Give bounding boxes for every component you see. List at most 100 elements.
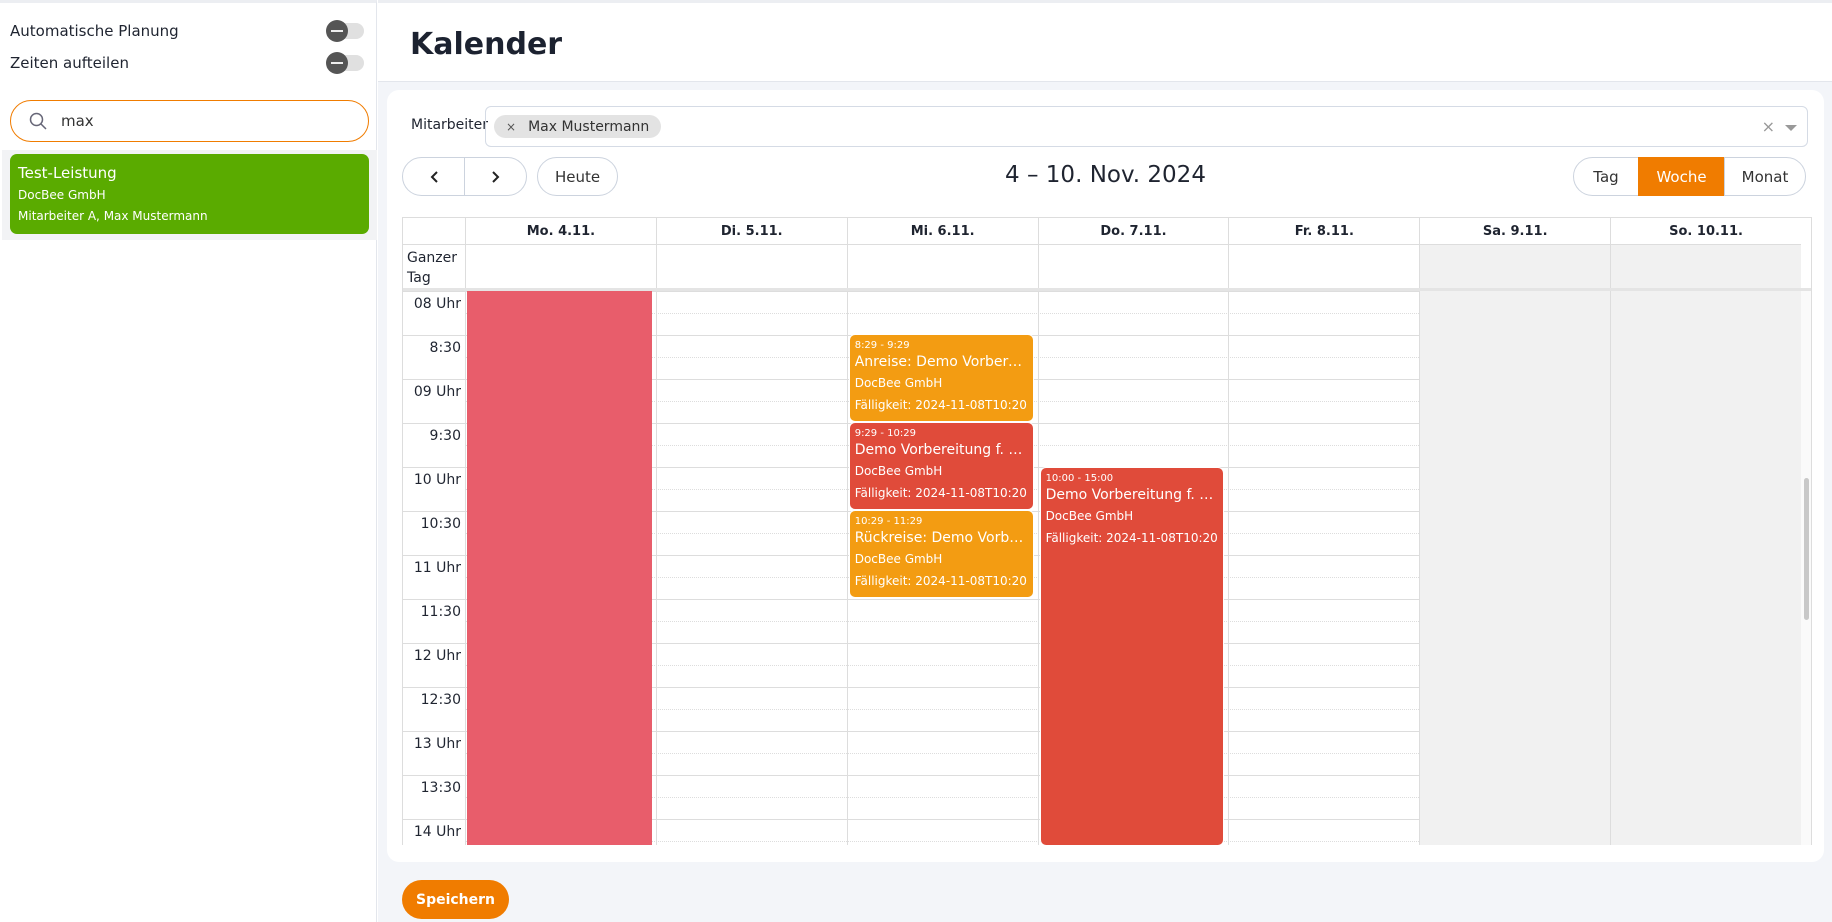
half-hour-line bbox=[465, 445, 1801, 446]
prev-button[interactable] bbox=[402, 157, 465, 196]
search-box bbox=[10, 100, 369, 142]
result-staff: Mitarbeiter A, Max Mustermann bbox=[18, 209, 208, 223]
staff-label: Mitarbeiter bbox=[411, 117, 489, 133]
time-slot: 09 Uhr bbox=[403, 379, 1801, 423]
day-header: So. 10.11. bbox=[1610, 218, 1801, 244]
time-label: 11:30 bbox=[420, 604, 461, 620]
automatic-planning-toggle[interactable] bbox=[326, 20, 364, 42]
event-time: 8:29 - 9:29 bbox=[854, 339, 910, 351]
day-column[interactable] bbox=[1228, 291, 1419, 845]
chevron-down-icon[interactable] bbox=[1785, 125, 1797, 131]
half-hour-line bbox=[465, 313, 1801, 314]
event-company: DocBee GmbH bbox=[854, 375, 943, 390]
time-label: 10:30 bbox=[420, 516, 461, 532]
day-column[interactable] bbox=[465, 291, 656, 845]
time-label: 09 Uhr bbox=[413, 384, 461, 400]
calendar-event[interactable] bbox=[467, 291, 652, 845]
next-button[interactable] bbox=[464, 157, 527, 196]
event-due: Fälligkeit: 2024-11-08T10:20 bbox=[854, 485, 1027, 500]
toggle-row-split-times: Zeiten aufteilen bbox=[10, 51, 364, 75]
day-header: Fr. 8.11. bbox=[1228, 218, 1419, 244]
split-times-toggle[interactable] bbox=[326, 52, 364, 74]
header: Kalender bbox=[378, 0, 1832, 82]
day-column[interactable] bbox=[655, 291, 847, 845]
time-label: 13:30 bbox=[420, 780, 461, 796]
toggle-label: Automatische Planung bbox=[10, 22, 179, 40]
calendar-event[interactable]: 10:00 - 15:00 Demo Vorbereitung f. M... Do… bbox=[1039, 467, 1225, 845]
time-label: 8:30 bbox=[429, 340, 461, 356]
event-due: Fälligkeit: 2024-11-08T10:20 bbox=[1045, 531, 1218, 545]
week-grid: Ganzer Tag 08 Uhr 8:30 09 Uhr 9:30 10 Uhr 10:… bbox=[402, 217, 1812, 845]
time-slot: 8:30 bbox=[403, 335, 1801, 379]
chip-remove-icon[interactable]: × bbox=[506, 119, 517, 134]
day-header: Sa. 9.11. bbox=[1419, 218, 1610, 244]
all-day-cell[interactable] bbox=[846, 244, 1038, 288]
all-day-cell[interactable] bbox=[465, 244, 656, 288]
time-grid-body: 08 Uhr 8:30 09 Uhr 9:30 10 Uhr 10:30 11 Uhr 11:… bbox=[403, 291, 1801, 845]
all-day-cell[interactable] bbox=[1610, 244, 1801, 288]
search-input[interactable] bbox=[61, 112, 341, 130]
today-button[interactable]: Heute bbox=[537, 157, 618, 196]
time-label: 12 Uhr bbox=[413, 648, 461, 664]
time-label: 10 Uhr bbox=[413, 472, 461, 488]
toggle-knob bbox=[326, 52, 348, 74]
event-time: 10:29 - 11:29 bbox=[854, 515, 923, 527]
toggle-knob bbox=[326, 20, 348, 42]
scrollbar[interactable] bbox=[1801, 291, 1811, 845]
day-header: Mo. 4.11. bbox=[465, 218, 656, 244]
clear-icon[interactable]: × bbox=[1761, 117, 1775, 136]
all-day-cell[interactable] bbox=[1037, 244, 1229, 288]
result-title: Test-Leistung bbox=[18, 164, 117, 182]
calendar-card: Mitarbeiter × Max Mustermann × Heute 4 –… bbox=[387, 90, 1824, 862]
toggle-row-automatic-planning: Automatische Planung bbox=[10, 19, 364, 43]
view-monat-button[interactable]: Monat bbox=[1724, 157, 1806, 196]
day-header: Mi. 6.11. bbox=[846, 218, 1038, 244]
event-title: Anreise: Demo Vorbereitung f. M... bbox=[854, 353, 1028, 370]
event-title: Demo Vorbereitung f. M... bbox=[1045, 487, 1219, 503]
scrollbar-thumb[interactable] bbox=[1804, 478, 1809, 620]
day-header: Di. 5.11. bbox=[655, 218, 847, 244]
view-tag-button[interactable]: Tag bbox=[1573, 157, 1639, 196]
event-time: 9:29 - 10:29 bbox=[854, 427, 916, 439]
event-company: DocBee GmbH bbox=[1045, 509, 1134, 523]
time-label: 12:30 bbox=[420, 692, 461, 708]
result-company: DocBee GmbH bbox=[18, 188, 106, 202]
day-header: Do. 7.11. bbox=[1037, 218, 1229, 244]
all-day-label: Ganzer Tag bbox=[403, 244, 465, 288]
toggle-label: Zeiten aufteilen bbox=[10, 54, 129, 72]
day-column[interactable] bbox=[1610, 291, 1801, 845]
staff-chip: × Max Mustermann bbox=[494, 115, 662, 138]
event-company: DocBee GmbH bbox=[854, 551, 943, 566]
event-due: Fälligkeit: 2024-11-08T10:20 bbox=[854, 397, 1027, 412]
all-day-cell[interactable] bbox=[655, 244, 847, 288]
save-button[interactable]: Speichern bbox=[402, 880, 509, 919]
result-item[interactable]: Test-Leistung DocBee GmbH Mitarbeiter A,… bbox=[10, 154, 369, 234]
sidebar: Automatische Planung Zeiten aufteilen Te… bbox=[0, 0, 377, 922]
calendar-event[interactable]: 9:29 - 10:29 Demo Vorbereitung f. M... Doc… bbox=[848, 421, 1034, 510]
time-label: 14 Uhr bbox=[413, 824, 461, 840]
chevron-right-icon bbox=[491, 170, 499, 183]
all-day-cell[interactable] bbox=[1228, 244, 1420, 288]
time-slot: 08 Uhr bbox=[403, 291, 1801, 335]
day-column[interactable] bbox=[1037, 291, 1229, 845]
view-woche-button[interactable]: Woche bbox=[1638, 157, 1725, 196]
day-column[interactable] bbox=[846, 291, 1038, 845]
event-time: 10:00 - 15:00 bbox=[1045, 473, 1114, 484]
event-title: Demo Vorbereitung f. M... bbox=[854, 441, 1028, 458]
day-column[interactable] bbox=[1419, 291, 1611, 845]
all-day-cell[interactable] bbox=[1419, 244, 1611, 288]
time-label: 08 Uhr bbox=[413, 296, 461, 312]
event-title: Rückreise: Demo Vorbereitung f. M... bbox=[854, 529, 1028, 546]
chip-label: Max Mustermann bbox=[528, 118, 650, 135]
half-hour-line bbox=[465, 357, 1801, 358]
main: Kalender Mitarbeiter × Max Mustermann × … bbox=[378, 0, 1832, 922]
staff-select[interactable]: × Max Mustermann × bbox=[485, 106, 1808, 147]
all-day-separator bbox=[403, 288, 1811, 291]
calendar-event[interactable]: 8:29 - 9:29 Anreise: Demo Vorbereitung f.… bbox=[848, 333, 1034, 422]
time-label: 11 Uhr bbox=[413, 560, 461, 576]
page-title: Kalender bbox=[410, 27, 563, 62]
chevron-left-icon bbox=[430, 170, 438, 183]
time-slot: 9:30 bbox=[403, 423, 1801, 467]
time-label: 13 Uhr bbox=[413, 736, 461, 752]
calendar-event[interactable]: 10:29 - 11:29 Rückreise: Demo Vorbereitun… bbox=[848, 509, 1034, 598]
